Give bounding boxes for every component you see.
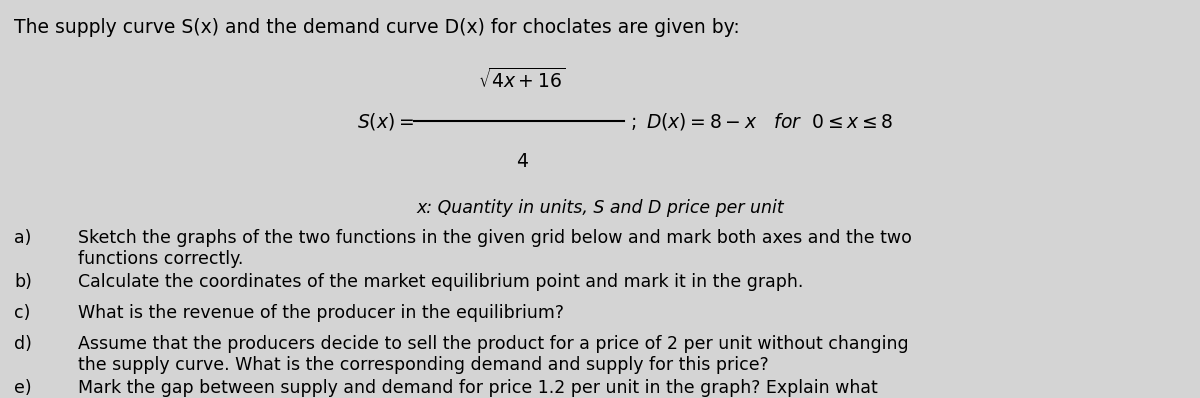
Text: $; \ D(x) = 8 - x \quad for \ \ 0 \leq x \leq 8$: $; \ D(x) = 8 - x \quad for \ \ 0 \leq x…: [630, 111, 893, 132]
Text: The supply curve S(x) and the demand curve D(x) for choclates are given by:: The supply curve S(x) and the demand cur…: [14, 18, 740, 37]
Text: e): e): [14, 379, 32, 397]
Text: Sketch the graphs of the two functions in the given grid below and mark both axe: Sketch the graphs of the two functions i…: [78, 229, 912, 267]
Text: a): a): [14, 229, 31, 247]
Text: What is the revenue of the producer in the equilibrium?: What is the revenue of the producer in t…: [78, 304, 564, 322]
Text: $S(x) =$: $S(x) =$: [356, 111, 414, 132]
Text: Calculate the coordinates of the market equilibrium point and mark it in the gra: Calculate the coordinates of the market …: [78, 273, 803, 291]
Text: c): c): [14, 304, 31, 322]
Text: x: Quantity in units, S and D price per unit: x: Quantity in units, S and D price per …: [416, 199, 784, 217]
Text: b): b): [14, 273, 32, 291]
Text: d): d): [14, 335, 32, 353]
Text: $4$: $4$: [516, 152, 528, 171]
Text: Assume that the producers decide to sell the product for a price of 2 per unit w: Assume that the producers decide to sell…: [78, 335, 908, 374]
Text: Mark the gap between supply and demand for price 1.2 per unit in the graph? Expl: Mark the gap between supply and demand f…: [78, 379, 877, 398]
Text: $\sqrt{4x + 16}$: $\sqrt{4x + 16}$: [479, 68, 565, 92]
